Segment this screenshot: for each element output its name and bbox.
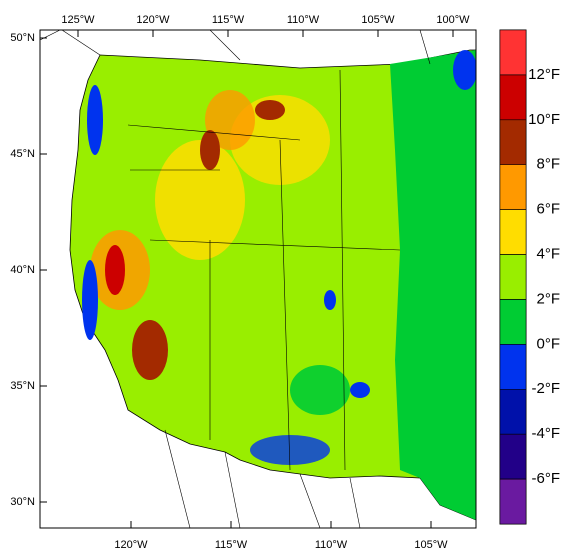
legend-swatch xyxy=(499,254,527,300)
legend-swatch xyxy=(499,74,527,121)
legend-label: -6°F xyxy=(532,470,561,487)
legend-swatch xyxy=(499,433,527,480)
lon-tick-label: 105°W xyxy=(414,539,448,551)
lat-tick-label: 40°N xyxy=(10,264,35,276)
legend-label: -2°F xyxy=(532,380,561,397)
map-frame xyxy=(39,29,477,529)
legend-swatch xyxy=(499,389,527,435)
legend-swatch xyxy=(499,344,527,390)
legend-label: 4°F xyxy=(536,246,560,263)
lat-tick-label: 35°N xyxy=(10,380,35,392)
lon-tick-label: 120°W xyxy=(114,539,148,551)
legend-label: 8°F xyxy=(536,156,560,173)
legend-label: 2°F xyxy=(536,290,560,307)
legend-swatch xyxy=(499,29,527,76)
lon-tick-label: 105°W xyxy=(361,14,395,26)
lon-tick-label: 115°W xyxy=(215,539,248,551)
legend-label: 12°F xyxy=(528,66,560,83)
legend-label: 6°F xyxy=(536,201,560,218)
lon-tick-label: 110°W xyxy=(315,539,348,551)
legend-swatch xyxy=(499,164,527,210)
lat-tick-label: 45°N xyxy=(10,148,35,160)
lon-tick-label: 120°W xyxy=(136,14,170,26)
lon-tick-label: 110°W xyxy=(287,14,320,26)
legend-swatch xyxy=(499,299,527,345)
lon-tick-label: 100°W xyxy=(436,14,470,26)
lat-tick-label: 30°N xyxy=(10,496,35,508)
legend-label: 10°F xyxy=(528,111,560,128)
field-blobs xyxy=(82,50,476,520)
borders xyxy=(40,30,431,528)
legend-swatch xyxy=(499,119,527,165)
lat-tick-label: 50°N xyxy=(10,32,35,44)
legend-swatch xyxy=(499,209,527,255)
map-content xyxy=(40,30,476,528)
legend-label: -4°F xyxy=(532,425,561,442)
legend-label: 0°F xyxy=(536,335,560,352)
lon-tick-label: 115°W xyxy=(212,14,245,26)
lon-tick-label: 125°W xyxy=(61,14,95,26)
legend-swatch xyxy=(499,478,527,525)
